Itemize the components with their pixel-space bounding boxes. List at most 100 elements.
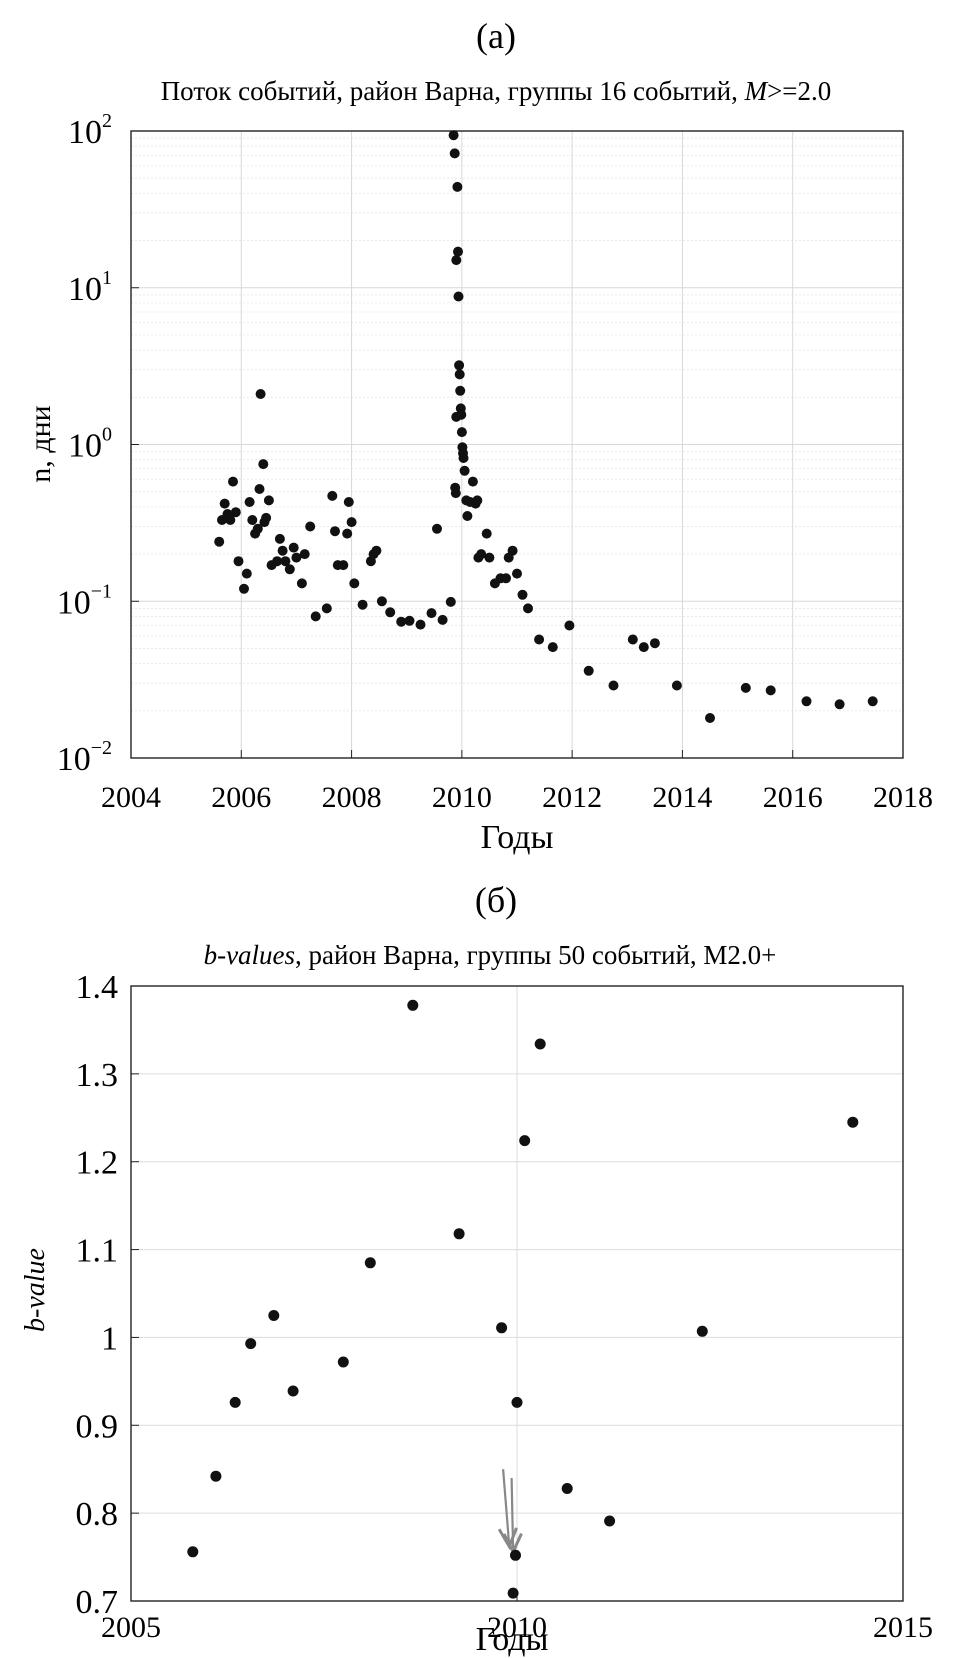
- data-point: [547, 642, 558, 653]
- y-tick-label: 0.9: [76, 1408, 119, 1445]
- data-point: [357, 599, 368, 610]
- data-point: [445, 596, 456, 607]
- data-point: [364, 1257, 376, 1269]
- y-tick-label: 101: [68, 267, 112, 308]
- data-point: [450, 488, 461, 499]
- data-point: [564, 620, 575, 631]
- data-point: [280, 556, 291, 567]
- panel-b-title: b-values, район Варна, группы 50 событий…: [204, 940, 777, 970]
- data-point: [337, 1356, 349, 1368]
- data-point: [453, 1228, 465, 1240]
- data-point: [608, 680, 619, 691]
- data-point: [229, 1396, 241, 1408]
- panel-a-y-ticks: 10−2 10−1 100 101 102: [57, 110, 139, 778]
- panel-b-annotations: [497, 1469, 523, 1556]
- data-point: [834, 699, 845, 710]
- data-point: [371, 545, 382, 556]
- data-point: [448, 130, 459, 141]
- data-point: [467, 476, 478, 487]
- data-point: [437, 614, 448, 625]
- data-point: [456, 427, 467, 438]
- panel-b-label: (б): [475, 880, 517, 920]
- data-point: [239, 583, 249, 594]
- data-point: [847, 1116, 859, 1128]
- x-tick-label: 2014: [652, 781, 712, 814]
- data-point: [454, 369, 465, 380]
- data-point: [696, 1325, 708, 1337]
- data-point: [523, 603, 533, 614]
- data-point: [561, 1483, 573, 1494]
- data-point: [263, 495, 274, 506]
- data-point: [705, 713, 715, 723]
- data-point: [604, 1515, 616, 1527]
- panel-a-ylabel: n, дни: [24, 405, 57, 482]
- data-point: [407, 999, 419, 1011]
- data-point: [255, 389, 266, 399]
- data-point: [484, 552, 495, 563]
- data-point: [496, 1322, 508, 1334]
- data-point: [459, 465, 470, 476]
- data-point: [415, 619, 426, 630]
- panel-a-grid: [130, 130, 904, 759]
- data-point: [512, 568, 522, 579]
- data-point: [241, 568, 252, 579]
- data-point: [507, 545, 518, 556]
- data-point: [453, 291, 464, 302]
- data-point: [458, 453, 469, 463]
- data-point: [510, 1549, 521, 1561]
- data-point: [338, 560, 349, 571]
- data-point: [453, 246, 463, 257]
- x-tick-label: 2015: [873, 1611, 933, 1644]
- data-point: [284, 564, 295, 575]
- panel-b-points: [187, 999, 859, 1599]
- data-point: [305, 521, 316, 532]
- data-point: [288, 542, 299, 553]
- y-tick-label: 1.1: [76, 1233, 119, 1270]
- data-point: [451, 255, 462, 266]
- data-point: [455, 385, 466, 396]
- y-tick-label: 0.8: [76, 1496, 119, 1533]
- data-point: [261, 512, 272, 523]
- panel-b-ylabel: b-value: [20, 1248, 51, 1332]
- data-point: [233, 556, 244, 567]
- data-point: [385, 607, 396, 618]
- data-point: [867, 696, 878, 707]
- data-point: [454, 360, 465, 371]
- data-point: [321, 603, 332, 614]
- data-point: [214, 536, 225, 547]
- arrow-shaft: [510, 1477, 515, 1552]
- data-point: [404, 615, 415, 626]
- data-point: [254, 484, 265, 494]
- y-tick-label: 1.2: [76, 1145, 119, 1182]
- x-tick-label: 2006: [211, 781, 271, 814]
- x-tick-label: 2018: [873, 781, 933, 814]
- data-point: [452, 181, 463, 192]
- arrow-shaft: [502, 1469, 511, 1547]
- y-tick-label: 1.4: [76, 969, 119, 1006]
- panel-b: (б) b-values, район Варна, группы 50 соб…: [20, 880, 933, 1658]
- panel-a-title: Поток событий, район Варна, группы 16 со…: [161, 76, 832, 106]
- data-point: [534, 1038, 546, 1050]
- x-tick-label: 2004: [101, 781, 161, 814]
- data-point: [462, 511, 473, 521]
- data-point: [376, 596, 387, 607]
- data-point: [230, 507, 241, 518]
- data-point: [583, 665, 594, 676]
- data-point: [244, 497, 255, 507]
- data-point: [287, 1385, 299, 1397]
- panel-a-x-ticks: 2004 2006 2008 2010 2012 2014 2016 2018: [101, 750, 933, 814]
- data-point: [327, 490, 338, 501]
- data-point: [346, 517, 357, 528]
- x-tick-label: 2005: [101, 1611, 161, 1644]
- data-point: [449, 148, 460, 159]
- data-point: [291, 552, 302, 563]
- data-point: [296, 578, 307, 589]
- data-point: [638, 642, 649, 653]
- y-tick-label: 10−1: [57, 580, 112, 621]
- data-point: [247, 515, 258, 525]
- panel-a-label: (a): [476, 16, 516, 56]
- y-tick-label: 10−2: [57, 737, 112, 778]
- data-point: [765, 685, 776, 696]
- panel-a-xlabel: Годы: [481, 819, 554, 856]
